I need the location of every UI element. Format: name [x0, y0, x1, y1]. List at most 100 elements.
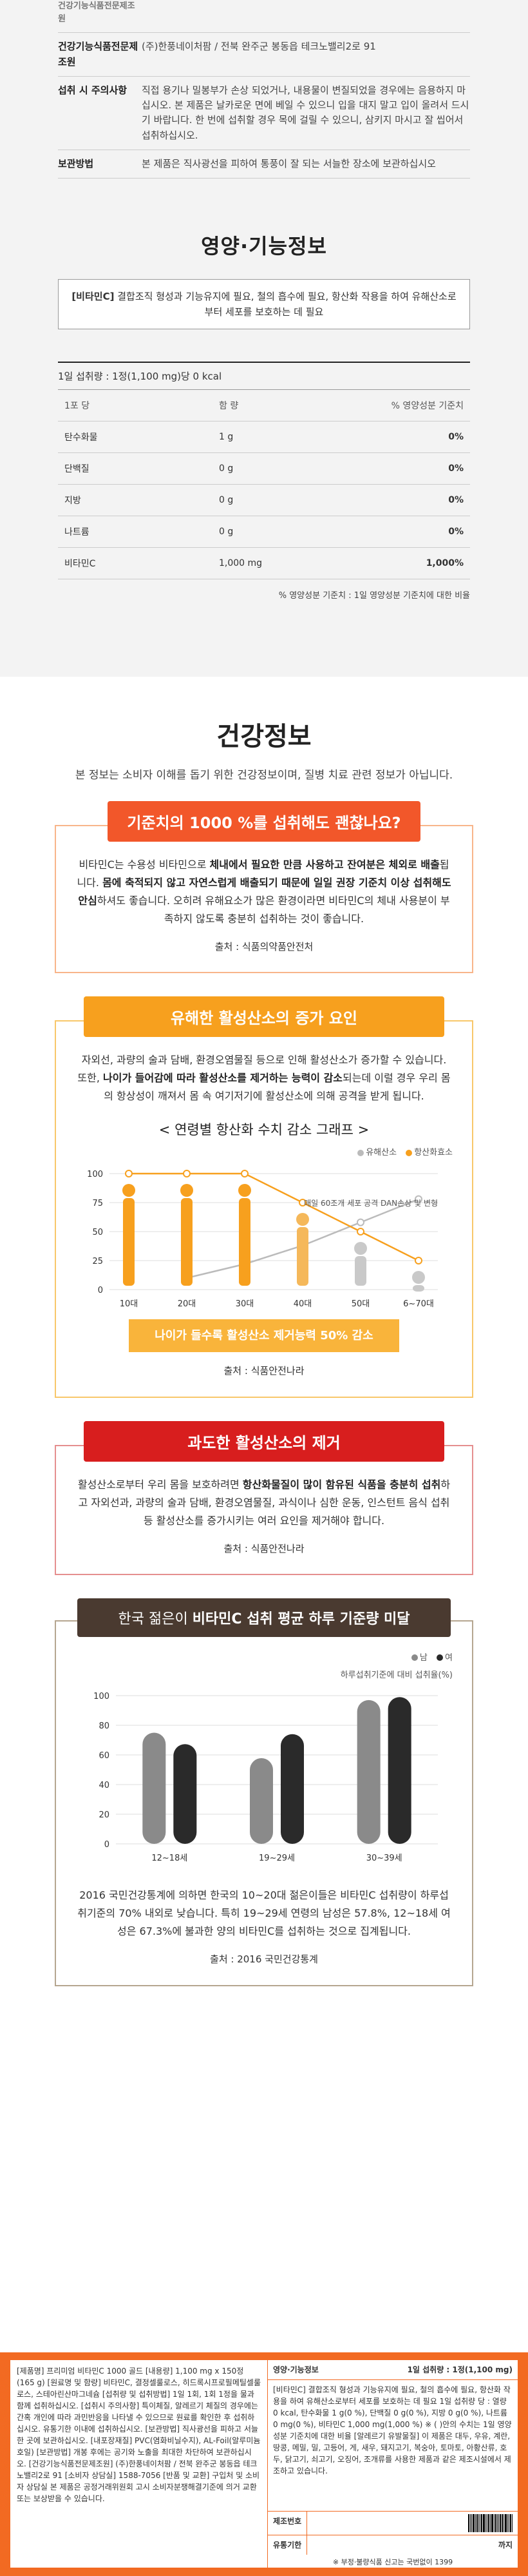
- legend-swatch: [357, 1149, 364, 1156]
- card-source: 출처 : 식품안전나라: [223, 1365, 305, 1377]
- nutrition-row: 지방 0 g 0%: [58, 484, 470, 517]
- legend-swatch: [411, 1654, 418, 1661]
- label-right-header: 영양·기능정보 1일 섭취량 : 1정(1,100 mg): [268, 2360, 518, 2380]
- x-tick-label: 30~39세: [366, 1854, 402, 1863]
- vitamin-c-intake-bar-chart: 0 20 40 60 80 100 12~18세 19~29세 30~39세: [93, 1692, 438, 1863]
- label-expiry-row: 유통기한 까지: [268, 2534, 518, 2555]
- card-text: 2016 국민건강통계에 의하면 한국의 10~20대 젊은이들은 비타민C 섭…: [77, 1889, 451, 1938]
- series-point: [415, 1195, 422, 1203]
- card-text-bold: 몸에 축적되지 않고 자연스럽게 배출되기 때문에 일일 권장 기준치 이상 섭…: [78, 876, 451, 907]
- legend-label: 남: [419, 1652, 428, 1663]
- person-icon: [412, 1270, 425, 1284]
- nutrient-pct: 0%: [316, 421, 470, 454]
- barcode-bar: [491, 2513, 493, 2532]
- person-icon: [239, 1197, 250, 1286]
- series-point: [357, 1227, 364, 1235]
- series-point: [183, 1169, 191, 1177]
- card-body: 활성산소로부터 우리 몸을 보호하려면 항산화물질이 많이 함유된 식품을 충분…: [55, 1444, 473, 1575]
- card-free-radical-factors: 유해한 활성산소의 증가 요인 자외선, 과량의 술과 담배, 환경오염물질 등…: [55, 996, 473, 1398]
- card-source: 출처 : 식품안전나라: [223, 1542, 305, 1554]
- info-key: 보관방법: [58, 150, 142, 179]
- label-expiry-value: 까지: [498, 2540, 513, 2550]
- label-right-body: [비타민C] 결합조직 형성과 기능유지에 필요, 철의 흡수에 필요, 항산화…: [273, 2385, 512, 2475]
- nutrient-amount: 1 g: [219, 421, 316, 454]
- bar-chart-axis-caption: 하루섭취기준에 대비 섭취율(%): [340, 1670, 453, 1680]
- x-tick-label: 19~29세: [259, 1854, 295, 1863]
- barcode-bar: [476, 2513, 478, 2532]
- y-tick-label: 60: [99, 1751, 109, 1761]
- nutrient-name: 지방: [58, 484, 219, 517]
- nutrient-pct: 0%: [316, 484, 470, 517]
- card-text: 하고 자외선과, 과량의 술과 담배, 환경오염물질, 과식이나 심한 운동, …: [78, 1478, 451, 1527]
- y-tick-label: 0: [98, 1286, 103, 1295]
- function-text: 결합조직 형성과 기능유지에 필요, 철의 흡수에 필요, 항산화 작용을 하여…: [117, 291, 457, 318]
- card-vitamin-c-overdose: 기준치의 1000 %를 섭취해도 괜찮나요? 비타민C는 수용성 비타민으로 …: [55, 801, 473, 974]
- banner-text-bold: 비타민C 섭취 평균 하루 기준량 미달: [192, 1611, 410, 1627]
- bar: [388, 1697, 411, 1845]
- antioxidant-line-chart: 0 25 50 75 100 10대 20대 30대 40대 50대 6~70대 매일 60조개 세포…: [87, 1169, 438, 1309]
- card-text-bold: 항산화물질이 많이 함유된 식품을 충분히 섭취: [242, 1478, 441, 1491]
- health-subtitle: 본 정보는 소비자 이해를 돕기 위한 건강정보이며, 질병 치료 관련 정보가…: [75, 769, 453, 782]
- legend-swatch: [406, 1149, 413, 1156]
- person-icon: [238, 1183, 251, 1197]
- product-info-table: 건강기능식품전문제조원 건강기능식품전문제조원 (주)한풍네이처팜 / 전북 완…: [58, 0, 470, 179]
- barcode-bar: [475, 2513, 476, 2532]
- card-source: 출처 : 식품의약품안전처: [214, 941, 314, 953]
- barcode-bar: [510, 2513, 511, 2532]
- barcode-bar: [494, 2513, 495, 2532]
- label-function-title: 영양·기능정보: [273, 2365, 319, 2374]
- nutrient-amount: 0 g: [219, 484, 316, 517]
- barcode-bar: [490, 2513, 491, 2532]
- line-chart-legend: 유해산소 항산화효소: [75, 1146, 453, 1161]
- info-key: 섭취 시 주의사항: [58, 76, 142, 150]
- x-tick-label: 40대: [294, 1299, 312, 1309]
- x-tick-label: 10대: [120, 1299, 138, 1309]
- label-made-row: 제조번호: [268, 2510, 518, 2535]
- label-made-value: [307, 2512, 463, 2535]
- person-icon: [180, 1183, 193, 1197]
- label-report-note: ※ 부정·불량식품 신고는 국번없이 1399: [332, 2557, 453, 2566]
- bar: [173, 1744, 197, 1845]
- barcode-icon: [463, 2512, 518, 2535]
- series-point: [415, 1256, 422, 1264]
- product-info-section: 건강기능식품전문제조원 건강기능식품전문제조원 (주)한풍네이처팜 / 전북 완…: [0, 0, 528, 677]
- nutrient-amount: 0 g: [219, 516, 316, 548]
- health-info-section: 건강정보 본 정보는 소비자 이해를 돕기 위한 건강정보이며, 질병 치료 관…: [0, 677, 528, 1986]
- person-icon: [355, 1255, 366, 1286]
- barcode-bar: [512, 2513, 513, 2532]
- card-banner: 한국 젊은이 비타민C 섭취 평균 하루 기준량 미달: [77, 1598, 451, 1637]
- bar-chart-legend: 남 여: [75, 1651, 453, 1666]
- y-tick-label: 100: [87, 1170, 103, 1179]
- card-free-radical-removal: 과도한 활성산소의 제거 활성산소로부터 우리 몸을 보호하려면 항산화물질이 …: [55, 1420, 473, 1575]
- barcode-bar: [495, 2513, 496, 2532]
- person-icon: [413, 1284, 424, 1292]
- barcode-bar: [470, 2513, 471, 2532]
- y-tick-label: 80: [99, 1721, 109, 1731]
- product-label-inner: [제품명] 프리미엄 비타민C 1000 골드 [내용량] 1,100 mg x…: [10, 2360, 518, 2568]
- banner-text: 한국 젊은이: [118, 1611, 193, 1627]
- line-chart-title: < 연령별 항산화 수치 감소 그래프 >: [158, 1122, 370, 1138]
- nutrition-row: 탄수화물 1 g 0%: [58, 421, 470, 454]
- card-text-bold: 나이가 들어감에 따라 활성산소를 제거하는 능력이 감소: [103, 1072, 343, 1085]
- barcode-bar: [507, 2513, 508, 2532]
- y-tick-label: 25: [92, 1257, 103, 1266]
- info-value: 본 제품은 직사광선을 피하여 통풍이 잘 되는 서늘한 장소에 보관하십시오: [142, 150, 470, 179]
- bar: [281, 1734, 304, 1845]
- card-text: 하셔도 좋습니다. 오히려 유해요소가 많은 환경이라면 비타민C의 체내 사용…: [97, 895, 450, 925]
- product-label: [제품명] 프리미엄 비타민C 1000 골드 [내용량] 1,100 mg x…: [0, 2352, 528, 2576]
- barcode-bar: [483, 2513, 485, 2532]
- series-line: [129, 1172, 419, 1261]
- nutrition-header-per: 1포 당: [58, 390, 219, 422]
- barcode-bar: [498, 2513, 499, 2532]
- nutrient-pct: 0%: [316, 516, 470, 548]
- card-banner: 과도한 활성산소의 제거: [84, 1420, 444, 1462]
- nutrient-amount: 0 g: [219, 452, 316, 485]
- nutrient-name: 탄수화물: [58, 421, 219, 454]
- legend-label: 유해산소: [366, 1148, 397, 1157]
- person-icon: [296, 1212, 309, 1226]
- legend-label: 여: [445, 1652, 453, 1663]
- label-made-key: 제조번호: [268, 2511, 308, 2535]
- chart-annotation: 매일 60조개 세포 공격 DAN손상 및 변형: [304, 1199, 438, 1208]
- x-tick-label: 12~18세: [151, 1854, 187, 1863]
- nutrient-name: 나트륨: [58, 516, 219, 548]
